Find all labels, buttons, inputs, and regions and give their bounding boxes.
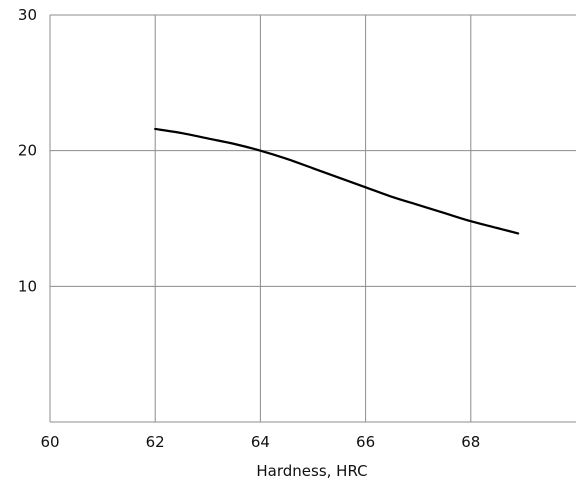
- x-tick-labels: 60 62 64 66 68: [40, 433, 480, 451]
- x-tick-label-60: 60: [40, 433, 59, 451]
- series-line-0: [154, 127, 520, 235]
- y-tick-labels: 10 20 30: [18, 6, 37, 295]
- y-tick-label-10: 10: [18, 277, 37, 295]
- grid: [50, 14, 576, 422]
- x-axis-label: Hardness, HRC: [256, 462, 367, 480]
- plot-frame: [49, 15, 576, 423]
- x-tick-label-62: 62: [146, 433, 165, 451]
- x-tick-label-66: 66: [356, 433, 375, 451]
- y-tick-label-20: 20: [18, 142, 37, 160]
- x-tick-label-64: 64: [251, 433, 270, 451]
- y-tick-label-30: 30: [18, 6, 37, 24]
- x-tick-label-68: 68: [461, 433, 480, 451]
- series: [154, 127, 520, 235]
